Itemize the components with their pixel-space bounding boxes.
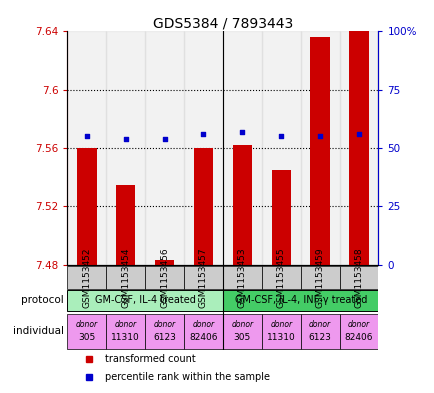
Bar [300, 314, 339, 349]
Text: GSM1153453: GSM1153453 [237, 247, 247, 308]
Bar [145, 31, 184, 265]
Point [238, 129, 245, 135]
Text: GM-CSF, IL-4 treated: GM-CSF, IL-4 treated [95, 296, 195, 305]
Bar [339, 314, 378, 349]
Bar [222, 31, 261, 265]
Bar [271, 170, 290, 265]
Point [355, 131, 362, 137]
Bar [67, 314, 106, 349]
Bar [349, 31, 368, 265]
Bar [67, 290, 222, 311]
Bar [106, 31, 145, 265]
Text: 82406: 82406 [344, 334, 372, 342]
Bar [300, 31, 339, 265]
Bar [184, 31, 222, 265]
Text: protocol: protocol [21, 296, 63, 305]
Point [316, 133, 323, 140]
Bar [261, 31, 300, 265]
Bar [155, 261, 174, 265]
Point [277, 133, 284, 140]
Bar [193, 148, 213, 265]
Bar [261, 314, 300, 349]
Text: individual: individual [13, 326, 63, 336]
Bar [145, 266, 184, 288]
Text: GSM1153454: GSM1153454 [121, 247, 130, 308]
Text: 11310: 11310 [111, 334, 140, 342]
Bar [300, 266, 339, 288]
Bar [222, 290, 378, 311]
Bar [106, 314, 145, 349]
Text: GSM1153459: GSM1153459 [315, 247, 324, 308]
Bar [232, 145, 252, 265]
Bar [67, 266, 106, 288]
Text: 11310: 11310 [266, 334, 295, 342]
Text: GSM1153458: GSM1153458 [354, 247, 363, 308]
Point [83, 133, 90, 140]
Text: donor: donor [76, 320, 98, 329]
Bar [310, 37, 329, 265]
Bar [222, 314, 261, 349]
Text: GSM1153457: GSM1153457 [198, 247, 207, 308]
Text: GM-CSF, IL-4, INF-γ treated: GM-CSF, IL-4, INF-γ treated [234, 296, 366, 305]
Bar [116, 185, 135, 265]
Bar [145, 314, 184, 349]
Text: donor: donor [192, 320, 214, 329]
Text: percentile rank within the sample: percentile rank within the sample [105, 373, 269, 382]
Point [200, 131, 207, 137]
Bar [339, 266, 378, 288]
Text: 82406: 82406 [189, 334, 217, 342]
Text: GSM1153452: GSM1153452 [82, 247, 91, 308]
Text: 305: 305 [78, 334, 95, 342]
Text: 6123: 6123 [153, 334, 176, 342]
Text: 305: 305 [233, 334, 250, 342]
Bar [339, 31, 378, 265]
Text: donor: donor [115, 320, 136, 329]
Point [161, 136, 168, 142]
Title: GDS5384 / 7893443: GDS5384 / 7893443 [152, 16, 293, 30]
Bar [106, 266, 145, 288]
Bar [67, 31, 106, 265]
Bar [261, 266, 300, 288]
Text: donor: donor [347, 320, 369, 329]
Text: GSM1153455: GSM1153455 [276, 247, 285, 308]
Bar [77, 148, 96, 265]
Text: donor: donor [153, 320, 175, 329]
Text: donor: donor [270, 320, 292, 329]
Bar [184, 314, 222, 349]
Bar [184, 266, 222, 288]
Point [122, 136, 129, 142]
Text: transformed count: transformed count [105, 354, 195, 364]
Bar [222, 266, 261, 288]
Text: donor: donor [309, 320, 330, 329]
Text: donor: donor [231, 320, 253, 329]
Text: 6123: 6123 [308, 334, 331, 342]
Text: GSM1153456: GSM1153456 [160, 247, 169, 308]
